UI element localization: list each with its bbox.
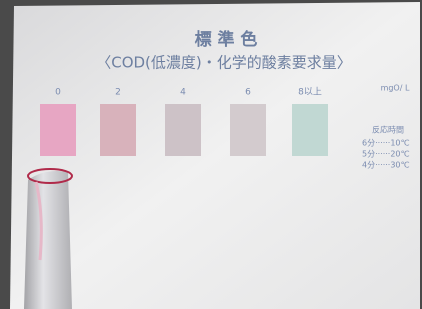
swatch-label: 0 <box>55 88 61 98</box>
card-title: 標 準 色 <box>195 29 258 50</box>
reaction-header: 反応時間 <box>372 125 404 135</box>
swatch-label: 8以上 <box>298 87 322 98</box>
color-swatch <box>40 104 76 156</box>
test-tube <box>24 169 72 309</box>
unit-label: mgO/ L <box>381 84 410 93</box>
reaction-row: 6分······10℃ <box>362 139 410 148</box>
swatch-label: 2 <box>115 88 121 98</box>
reaction-rows: 6分······10℃ 5分······20℃ 4分······30℃ <box>362 139 410 170</box>
swatch-label: 4 <box>180 88 186 98</box>
color-swatch <box>100 104 136 156</box>
tube-body <box>24 171 72 309</box>
reaction-row: 4分······30℃ <box>362 161 410 170</box>
color-swatch <box>292 104 328 156</box>
swatch-label: 6 <box>245 88 251 98</box>
reaction-row: 5分······20℃ <box>362 150 410 159</box>
color-swatch <box>230 104 266 156</box>
card-subtitle: 〈COD(低濃度)・化学的酸素要求量〉 <box>96 54 352 72</box>
color-swatch <box>165 104 201 156</box>
photo: 標 準 色 〈COD(低濃度)・化学的酸素要求量〉 mgO/ L 0 2 4 6 8以上… <box>0 0 422 309</box>
